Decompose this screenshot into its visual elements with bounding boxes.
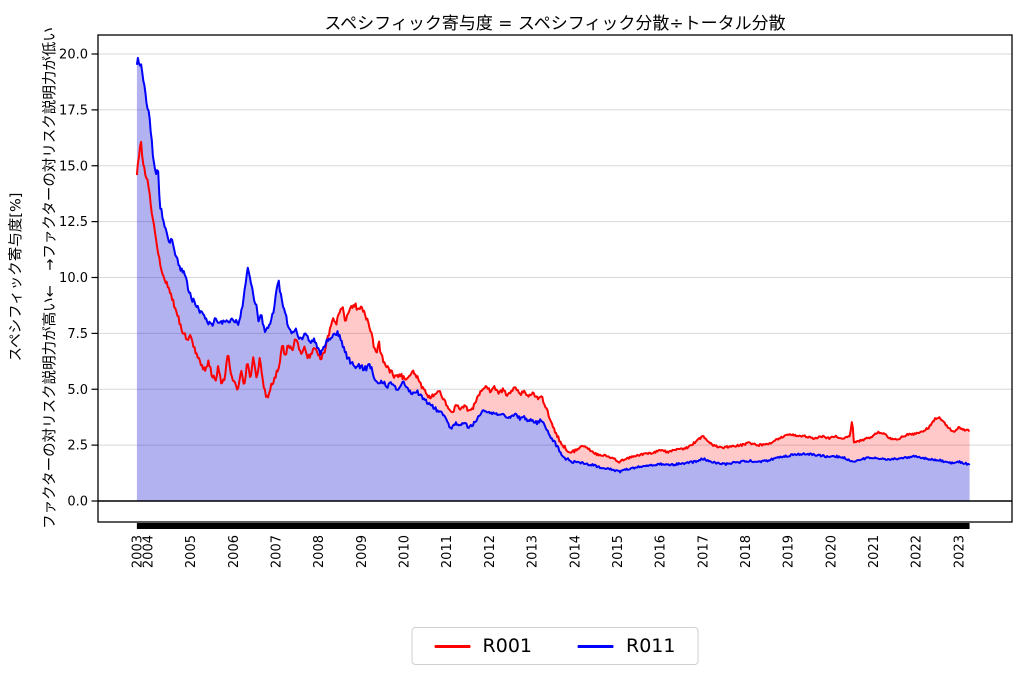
legend: R001 R011 — [411, 627, 699, 665]
y-tick-label: 5.0 — [67, 383, 88, 398]
legend-label-r001: R001 — [482, 635, 532, 657]
chart-title: スペシフィック寄与度 = スペシフィック分散÷トータル分散 — [324, 14, 786, 34]
series-r011-line — [135, 56, 971, 474]
legend-line-red — [434, 644, 471, 648]
x-tick-label: 2022 — [910, 535, 925, 568]
x-tick-label: 2021 — [867, 535, 882, 568]
legend-line-blue — [578, 644, 614, 648]
x-tick-label: 2009 — [355, 535, 370, 568]
x-tick-label: 2020 — [824, 535, 839, 568]
x-tick-label: 2005 — [184, 535, 199, 568]
x-tick-label: 2003 — [130, 535, 145, 568]
x-tick-label: 2008 — [312, 535, 327, 568]
x-tick-label: 2010 — [398, 535, 413, 568]
legend-label-r011: R011 — [626, 635, 676, 657]
x-tick-label: 2016 — [654, 535, 669, 568]
y-tick-label: 15.0 — [59, 159, 88, 174]
y-tick-label: 20.0 — [59, 48, 88, 63]
x-tick-label: 2018 — [739, 535, 754, 568]
x-tick-label: 2015 — [611, 535, 626, 568]
x-tick-label: 2004 — [142, 535, 157, 568]
y-tick-label: 17.5 — [59, 103, 88, 118]
y-tick-label: 7.5 — [67, 327, 88, 342]
x-tick-label: 2014 — [568, 535, 583, 568]
x-tick-label: 2011 — [440, 535, 455, 568]
plot-frame — [97, 34, 1013, 523]
x-tick-label: 2019 — [782, 535, 797, 568]
x-tick-label: 2013 — [526, 535, 541, 568]
x-tick-label: 2023 — [952, 535, 967, 568]
series-r001-line — [135, 140, 971, 464]
y-tick-label: 2.5 — [67, 439, 88, 454]
x-minor-tick-band — [136, 523, 970, 529]
x-tick-label: 2006 — [227, 535, 242, 568]
x-tick-label: 2007 — [270, 535, 285, 568]
y-tick-label: 0.0 — [67, 495, 88, 510]
y-tick-label: 10.0 — [59, 271, 88, 286]
x-tick-label: 2017 — [696, 535, 711, 568]
y-tick-label: 12.5 — [59, 215, 88, 230]
legend-item-r001: R001 — [434, 635, 532, 657]
x-tick-label: 2012 — [483, 535, 498, 568]
series-r011-area — [136, 57, 970, 502]
legend-item-r011: R011 — [578, 635, 675, 657]
